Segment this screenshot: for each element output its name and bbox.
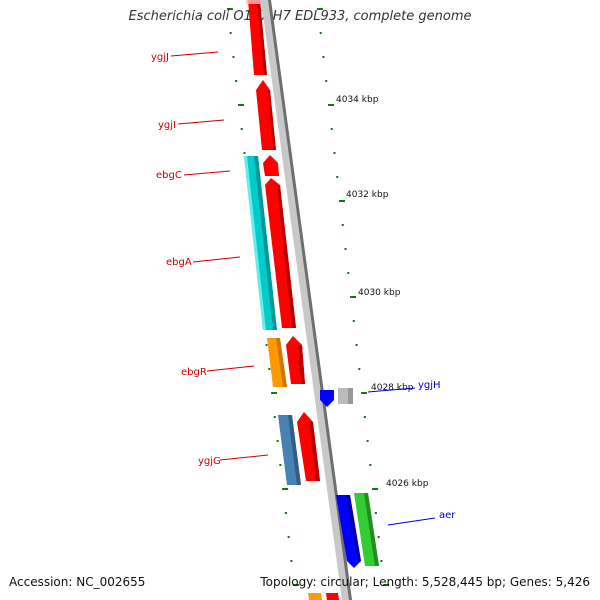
gene-label-ygjJ: ygjJ bbox=[151, 52, 169, 63]
tick-mark bbox=[352, 320, 355, 322]
tick-mark bbox=[380, 560, 383, 562]
tick-mark bbox=[276, 440, 279, 442]
accession-text: Accession: NC_002655 bbox=[9, 575, 146, 589]
tick-mark bbox=[341, 224, 344, 226]
tick-mark bbox=[383, 584, 390, 586]
scale-label-4026: 4026 kbp bbox=[386, 479, 429, 489]
genome-backbone bbox=[261, 0, 352, 600]
tick-mark bbox=[377, 536, 380, 538]
tick-mark bbox=[282, 488, 289, 490]
tick-mark bbox=[358, 368, 361, 370]
gene-label-aer: aer bbox=[439, 510, 456, 521]
gene-label-ygjH: ygjH bbox=[418, 380, 441, 391]
tick-mark bbox=[333, 152, 336, 154]
scale-label-4028: 4028 kbp bbox=[371, 383, 414, 393]
feature-ygjH[interactable] bbox=[320, 390, 334, 407]
feature-aer-green[interactable] bbox=[354, 493, 379, 566]
feature-ebgR[interactable] bbox=[267, 338, 287, 387]
tick-mark bbox=[287, 536, 290, 538]
tick-mark bbox=[363, 416, 366, 418]
feature-ygjI[interactable] bbox=[256, 80, 276, 150]
tick-mark bbox=[284, 512, 287, 514]
scale-label-4034: 4034 kbp bbox=[336, 95, 379, 105]
tick-mark bbox=[369, 464, 372, 466]
feature-ebgR-red[interactable] bbox=[286, 336, 305, 384]
feature-partial-bottom[interactable] bbox=[308, 593, 339, 600]
tick-mark bbox=[374, 512, 377, 514]
gene-label-ebgC: ebgC bbox=[156, 170, 182, 181]
gene-label-ebgA: ebgA bbox=[166, 257, 192, 268]
tick-mark bbox=[316, 8, 323, 10]
feature-ebgA-cyan[interactable] bbox=[244, 156, 277, 330]
scale-labels: 4034 kbp 4032 kbp 4030 kbp 4028 kbp 4026… bbox=[336, 95, 429, 489]
tick-mark bbox=[237, 104, 244, 106]
tick-mark bbox=[372, 488, 379, 490]
gene-labels: ygjJ ygjI ebgC ebgA ebgR ygjG ygjH aer bbox=[151, 51, 456, 526]
feature-ygjJ[interactable] bbox=[246, 0, 267, 75]
gene-label-ebgR: ebgR bbox=[181, 367, 207, 378]
feature-ygjG-red[interactable] bbox=[297, 412, 320, 481]
tick-mark bbox=[361, 392, 368, 394]
tick-mark bbox=[350, 296, 357, 298]
tick-mark bbox=[265, 344, 268, 346]
scale-label-4030: 4030 kbp bbox=[358, 288, 401, 298]
feature-ebgA[interactable] bbox=[265, 178, 296, 328]
tick-mark bbox=[279, 464, 282, 466]
tick-mark bbox=[235, 80, 238, 82]
feature-ebgC[interactable] bbox=[263, 155, 279, 176]
tick-mark bbox=[322, 56, 325, 58]
feature-ygjH-gray[interactable] bbox=[338, 388, 353, 404]
tick-mark bbox=[290, 560, 293, 562]
tick-mark bbox=[325, 80, 328, 82]
tick-mark bbox=[232, 56, 235, 58]
gene-label-ygjG: ygjG bbox=[198, 456, 221, 467]
tick-mark bbox=[273, 416, 276, 418]
feature-aer[interactable] bbox=[336, 495, 361, 568]
tick-mark bbox=[336, 176, 339, 178]
tick-mark bbox=[347, 272, 350, 274]
tick-mark bbox=[271, 392, 278, 394]
tick-mark bbox=[327, 104, 334, 106]
tick-mark bbox=[268, 368, 271, 370]
scale-label-4032: 4032 kbp bbox=[346, 190, 389, 200]
tick-mark bbox=[243, 152, 246, 154]
tick-mark bbox=[226, 8, 233, 10]
topology-text: Topology: circular; Length: 5,528,445 bp… bbox=[260, 575, 590, 589]
tick-mark bbox=[240, 128, 243, 130]
tick-mark bbox=[293, 584, 300, 586]
feature-ygjG[interactable] bbox=[278, 415, 301, 485]
tick-mark bbox=[319, 32, 322, 34]
map-title: Escherichia coli O157:H7 EDL933, complet… bbox=[128, 9, 472, 24]
tick-mark bbox=[339, 200, 345, 202]
tick-mark bbox=[366, 440, 369, 442]
tick-mark bbox=[344, 248, 347, 250]
tick-mark bbox=[355, 344, 358, 346]
tick-mark bbox=[229, 32, 232, 34]
tick-mark bbox=[330, 128, 333, 130]
gene-label-ygjI: ygjI bbox=[158, 120, 176, 131]
